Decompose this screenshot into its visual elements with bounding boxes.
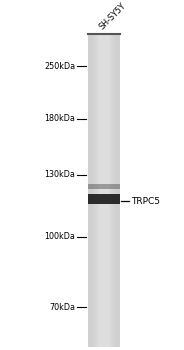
Bar: [90, 34, 118, 347]
Bar: [98, 34, 110, 347]
Text: 100kDa: 100kDa: [45, 232, 75, 241]
Text: 250kDa: 250kDa: [44, 62, 75, 71]
Bar: [89, 34, 118, 347]
Bar: [96, 34, 112, 347]
Bar: [97, 34, 111, 347]
Bar: [95, 34, 113, 347]
Text: 70kDa: 70kDa: [49, 303, 75, 312]
Bar: [91, 34, 117, 347]
Bar: [94, 34, 114, 347]
Bar: [97, 34, 111, 347]
Bar: [99, 34, 109, 347]
Bar: [88, 34, 120, 347]
Text: 180kDa: 180kDa: [45, 114, 75, 123]
Text: TRPC5: TRPC5: [131, 197, 160, 206]
Text: SH-SY5Y: SH-SY5Y: [98, 2, 128, 32]
Bar: [88, 194, 120, 204]
Bar: [93, 34, 115, 347]
Text: 130kDa: 130kDa: [45, 170, 75, 179]
Bar: [98, 34, 110, 347]
Bar: [92, 34, 116, 347]
Bar: [88, 34, 120, 347]
Bar: [89, 34, 119, 347]
Bar: [88, 184, 120, 189]
Bar: [94, 34, 114, 347]
Bar: [95, 34, 112, 347]
Bar: [91, 34, 117, 347]
Bar: [92, 34, 116, 347]
Bar: [93, 34, 115, 347]
